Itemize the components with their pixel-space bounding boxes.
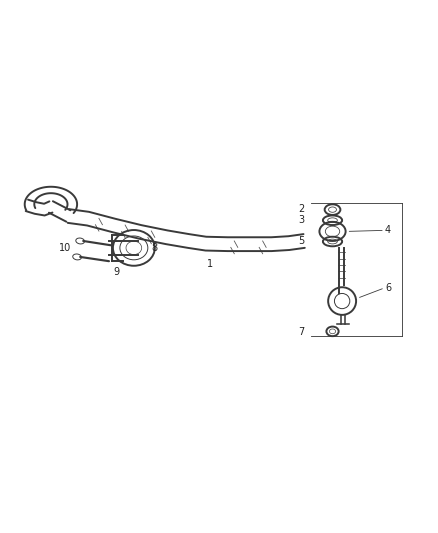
Text: 8: 8 — [151, 244, 157, 253]
Text: 9: 9 — [113, 267, 120, 277]
Text: 10: 10 — [59, 244, 71, 253]
Text: 6: 6 — [385, 283, 391, 293]
Text: 1: 1 — [207, 259, 213, 269]
Text: 4: 4 — [385, 225, 391, 236]
Text: 5: 5 — [298, 236, 304, 246]
Text: 2: 2 — [298, 204, 304, 214]
Text: 7: 7 — [298, 327, 304, 337]
Text: 3: 3 — [298, 215, 304, 225]
